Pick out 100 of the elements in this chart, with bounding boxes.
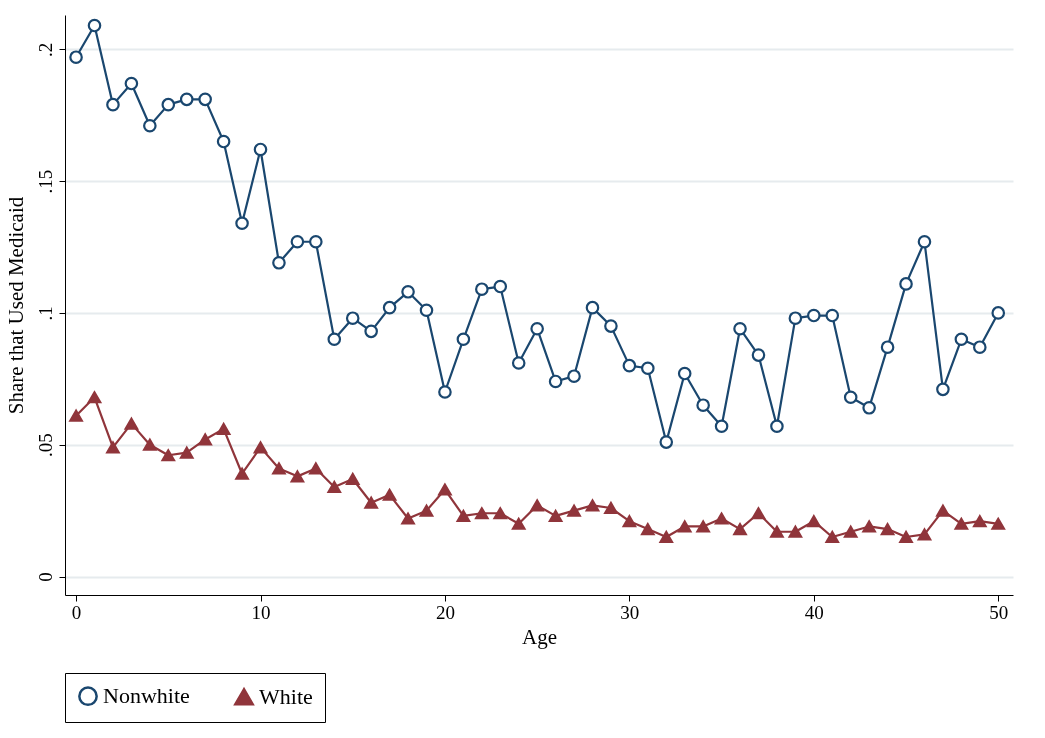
point [788, 311, 803, 325]
point [253, 142, 268, 157]
point [272, 256, 286, 270]
x-tick-label: 0 [71, 601, 82, 623]
point [69, 50, 83, 64]
point [677, 520, 692, 533]
point [290, 234, 305, 249]
point [69, 409, 83, 422]
point [87, 18, 102, 33]
point [917, 528, 932, 541]
point [954, 332, 969, 347]
x-tick-label: 50 [989, 601, 1009, 623]
point [917, 234, 932, 249]
point [788, 525, 803, 538]
point [622, 358, 637, 373]
point [475, 507, 489, 520]
point [991, 517, 1006, 530]
point [198, 433, 212, 446]
point [862, 520, 876, 533]
point [899, 530, 913, 544]
point [456, 332, 471, 347]
point [530, 499, 544, 512]
point [973, 515, 987, 528]
point [714, 419, 729, 434]
point [530, 321, 544, 336]
y-axis-title: Share that Used Medicaid [3, 196, 28, 415]
point [733, 321, 747, 336]
point [253, 441, 268, 454]
point [124, 417, 139, 430]
point [954, 517, 969, 530]
y-tick-label: .15 [34, 169, 56, 194]
point [548, 509, 563, 522]
point [751, 348, 766, 362]
x-tick-label: 30 [620, 601, 640, 623]
x-tick-label: 20 [435, 601, 455, 623]
y-tick-label: 0 [34, 572, 56, 582]
point [364, 496, 378, 509]
y-tick-label: .05 [34, 433, 56, 458]
point [327, 332, 342, 347]
point [161, 449, 176, 462]
x-axis-title: Age [522, 624, 557, 649]
legend-label: Nonwhite [103, 683, 190, 709]
point [936, 504, 950, 517]
point [604, 319, 618, 333]
point [198, 92, 212, 107]
point [770, 419, 784, 434]
point [401, 285, 415, 299]
point [511, 356, 526, 370]
point [641, 361, 655, 376]
point [696, 398, 710, 412]
point [493, 507, 508, 520]
point [272, 462, 286, 475]
point [899, 277, 913, 291]
point [862, 401, 876, 415]
point [438, 483, 452, 496]
point [659, 435, 674, 449]
point [880, 523, 895, 536]
point [345, 472, 360, 486]
point [511, 517, 526, 530]
point [880, 340, 895, 354]
legend-label: White [259, 683, 313, 709]
point [825, 530, 840, 544]
point [585, 499, 600, 512]
point [438, 385, 452, 399]
point [604, 501, 618, 515]
point [585, 300, 600, 315]
point [309, 462, 323, 475]
point [382, 488, 397, 501]
point [419, 504, 434, 517]
point [106, 97, 120, 112]
point [659, 530, 674, 544]
point [309, 234, 323, 249]
point [124, 76, 139, 91]
point [179, 92, 194, 107]
point [143, 438, 157, 451]
point [290, 470, 305, 483]
point [364, 324, 378, 339]
point [807, 308, 821, 323]
x-tick-label: 10 [251, 601, 271, 623]
point [751, 507, 766, 520]
point [936, 382, 950, 397]
point [825, 308, 840, 323]
point [770, 525, 784, 538]
point [106, 441, 120, 454]
point [161, 97, 176, 112]
point [382, 300, 397, 315]
point [327, 480, 342, 493]
point [548, 374, 563, 389]
point [696, 520, 710, 533]
point [179, 446, 194, 459]
point [419, 303, 434, 318]
point [807, 515, 821, 528]
point [641, 523, 655, 536]
point [87, 391, 102, 404]
point [456, 509, 471, 522]
point [216, 134, 231, 149]
point [843, 390, 858, 405]
point [677, 366, 692, 381]
point [843, 525, 858, 538]
point [475, 282, 489, 296]
